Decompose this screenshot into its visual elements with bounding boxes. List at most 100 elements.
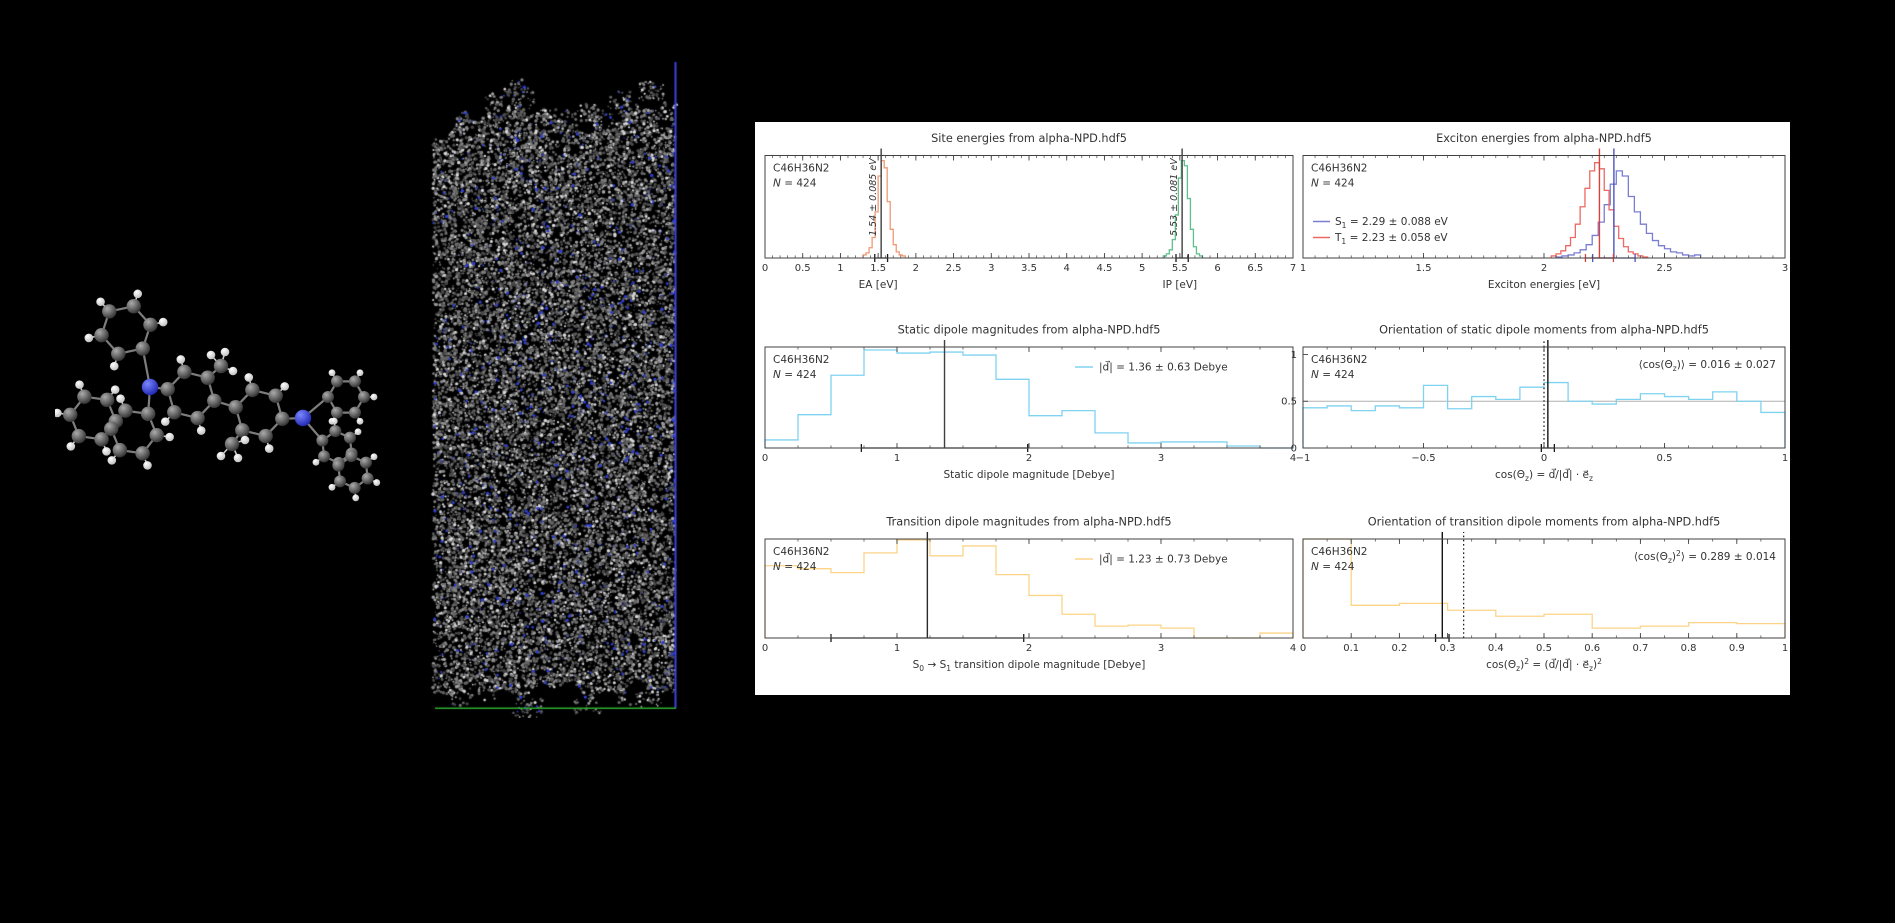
svg-text:1.5: 1.5 xyxy=(870,263,886,274)
svg-text:0.3: 0.3 xyxy=(1440,643,1456,654)
plot-title: Static dipole magnitudes from alpha-NPD.… xyxy=(898,324,1161,337)
svg-text:2: 2 xyxy=(1541,263,1547,274)
plot-static-dipole-magnitudes: Static dipole magnitudes from alpha-NPD.… xyxy=(762,324,1296,482)
mean-annotation-IP: 5.53 ± 0.081 eV xyxy=(1169,157,1180,236)
legend: |d⃗| = 1.23 ± 0.73 Debye xyxy=(1075,553,1228,566)
svg-text:4: 4 xyxy=(1290,643,1296,654)
svg-text:3: 3 xyxy=(988,263,994,274)
x-axis-ticks: 0 0.1 0.2 0.3 0.4 0.5 0.6 0.7 0.8 0.9 1 xyxy=(1300,539,1788,654)
svg-text:N = 424: N = 424 xyxy=(773,561,817,573)
histogram-IP xyxy=(1162,159,1204,258)
svg-text:0: 0 xyxy=(1300,643,1306,654)
histogram-transition-dipole xyxy=(764,539,1294,639)
svg-text:3: 3 xyxy=(1158,453,1164,464)
svg-text:0.6: 0.6 xyxy=(1584,643,1600,654)
svg-text:1: 1 xyxy=(1291,350,1297,361)
histogram-S1 xyxy=(1555,170,1702,258)
svg-text:0.9: 0.9 xyxy=(1729,643,1745,654)
svg-text:2: 2 xyxy=(1026,643,1032,654)
svg-text:−1: −1 xyxy=(1296,453,1311,464)
svg-text:1: 1 xyxy=(894,643,900,654)
svg-text:C46H36N2: C46H36N2 xyxy=(1311,546,1367,558)
legend: |d⃗| = 1.36 ± 0.63 Debye xyxy=(1075,361,1228,374)
plot-static-dipole-orientation: Orientation of static dipole moments fro… xyxy=(1281,324,1788,483)
plot-exciton-energies: Exciton energies from alpha-NPD.hdf5 1 1.5… xyxy=(1300,132,1788,291)
morphology-render xyxy=(423,50,691,718)
svg-text:0.5: 0.5 xyxy=(1657,453,1673,464)
molecule-render xyxy=(55,289,381,502)
mean-annotation-EA: 1.54 ± 0.085 eV xyxy=(868,157,879,236)
svg-text:0: 0 xyxy=(762,453,768,464)
svg-text:N = 424: N = 424 xyxy=(1311,178,1355,190)
svg-text:6.5: 6.5 xyxy=(1247,263,1263,274)
histogram-static-dipole xyxy=(764,349,1293,449)
x-axis-label: Static dipole magnitude [Debye] xyxy=(944,469,1115,481)
info-box: C46H36N2 N = 424 xyxy=(773,546,829,573)
svg-text:0.7: 0.7 xyxy=(1632,643,1648,654)
svg-text:5.5: 5.5 xyxy=(1172,263,1188,274)
x-axis-ticks: 0 1 2 3 4 xyxy=(762,539,1296,654)
plot-transition-dipole-magnitudes: Transition dipole magnitudes from alpha-… xyxy=(762,516,1296,673)
nitrogen-atom xyxy=(294,409,312,427)
svg-text:0.5: 0.5 xyxy=(795,263,811,274)
x-axis-label: S0 → S1 transition dipole magnitude [Deb… xyxy=(913,659,1146,673)
info-box: C46H36N2 N = 424 xyxy=(1311,546,1367,573)
info-box: C46H36N2 N = 424 xyxy=(1311,163,1367,190)
svg-text:−0.5: −0.5 xyxy=(1411,453,1435,464)
svg-text:C46H36N2: C46H36N2 xyxy=(773,354,829,366)
svg-text:0: 0 xyxy=(1541,453,1547,464)
legend-entry: |d⃗| = 1.36 ± 0.63 Debye xyxy=(1099,361,1228,374)
svg-text:2.5: 2.5 xyxy=(946,263,962,274)
svg-text:1.5: 1.5 xyxy=(1416,263,1432,274)
x-axis-label: IP [eV] xyxy=(1163,279,1198,291)
svg-text:C46H36N2: C46H36N2 xyxy=(773,546,829,558)
legend-entry: T1 = 2.23 ± 0.058 eV xyxy=(1334,232,1448,246)
histogram-cos2-theta-z xyxy=(1302,538,1786,638)
svg-text:4: 4 xyxy=(1290,453,1296,464)
histogram-EA xyxy=(862,159,906,258)
plot-title: Orientation of transition dipole moments… xyxy=(1368,516,1721,529)
svg-text:N = 424: N = 424 xyxy=(773,178,817,190)
x-axis-ticks: −1 −0.5 0 0.5 1 xyxy=(1296,347,1788,464)
plot-title: Site energies from alpha-NPD.hdf5 xyxy=(931,132,1127,145)
svg-text:C46H36N2: C46H36N2 xyxy=(1311,163,1367,175)
x-axis-label: cos(Θz)2 = (d⃗/|d⃗| · e⃗z)2 xyxy=(1486,657,1602,673)
y-axis-ticks: 00.51 xyxy=(1281,350,1308,455)
info-box: C46H36N2 N = 424 xyxy=(1311,354,1367,381)
svg-text:0: 0 xyxy=(762,643,768,654)
axes-frame xyxy=(764,155,1294,259)
svg-text:3: 3 xyxy=(1158,643,1164,654)
svg-text:2: 2 xyxy=(1026,453,1032,464)
svg-text:1: 1 xyxy=(1782,643,1788,654)
legend: S1 = 2.29 ± 0.088 eV T1 = 2.23 ± 0.058 eV xyxy=(1313,216,1449,246)
svg-text:4: 4 xyxy=(1064,263,1070,274)
svg-text:0: 0 xyxy=(1291,444,1297,455)
x-axis-ticks: 0 0.5 1 1.5 2 2.5 3 3.5 4 4.5 5 5.5 6 6.5 7 xyxy=(762,155,1296,274)
legend-entry: |d⃗| = 1.23 ± 0.73 Debye xyxy=(1099,553,1228,566)
info-box: C46H36N2 N = 424 xyxy=(773,163,829,190)
plot-title: Exciton energies from alpha-NPD.hdf5 xyxy=(1436,132,1652,145)
svg-text:0: 0 xyxy=(762,263,768,274)
molecule-atoms xyxy=(55,289,381,502)
plot-site-energies: Site energies from alpha-NPD.hdf5 1.54 ± … xyxy=(762,132,1296,291)
svg-text:4.5: 4.5 xyxy=(1096,263,1112,274)
svg-text:0.1: 0.1 xyxy=(1343,643,1359,654)
legend-entry: S1 = 2.29 ± 0.088 eV xyxy=(1335,216,1449,230)
svg-text:0.2: 0.2 xyxy=(1391,643,1407,654)
svg-text:2.5: 2.5 xyxy=(1657,263,1673,274)
plot-title: Orientation of static dipole moments fro… xyxy=(1379,324,1709,337)
svg-text:N = 424: N = 424 xyxy=(1311,561,1355,573)
x-axis-label: cos(Θz) = d⃗/|d⃗| · e⃗z xyxy=(1495,468,1593,483)
svg-text:3: 3 xyxy=(1782,263,1788,274)
svg-text:N = 424: N = 424 xyxy=(773,369,817,381)
plot-transition-dipole-orientation: Orientation of transition dipole moments… xyxy=(1300,516,1788,673)
svg-text:0.5: 0.5 xyxy=(1281,397,1297,408)
svg-text:1: 1 xyxy=(1300,263,1306,274)
nitrogen-atom xyxy=(141,378,159,396)
svg-text:1: 1 xyxy=(1782,453,1788,464)
svg-text:N = 424: N = 424 xyxy=(1311,369,1355,381)
svg-text:7: 7 xyxy=(1290,263,1296,274)
stats-annotation: ⟨cos(Θz)⟩ = 0.016 ± 0.027 xyxy=(1639,359,1776,373)
svg-text:5: 5 xyxy=(1139,263,1145,274)
